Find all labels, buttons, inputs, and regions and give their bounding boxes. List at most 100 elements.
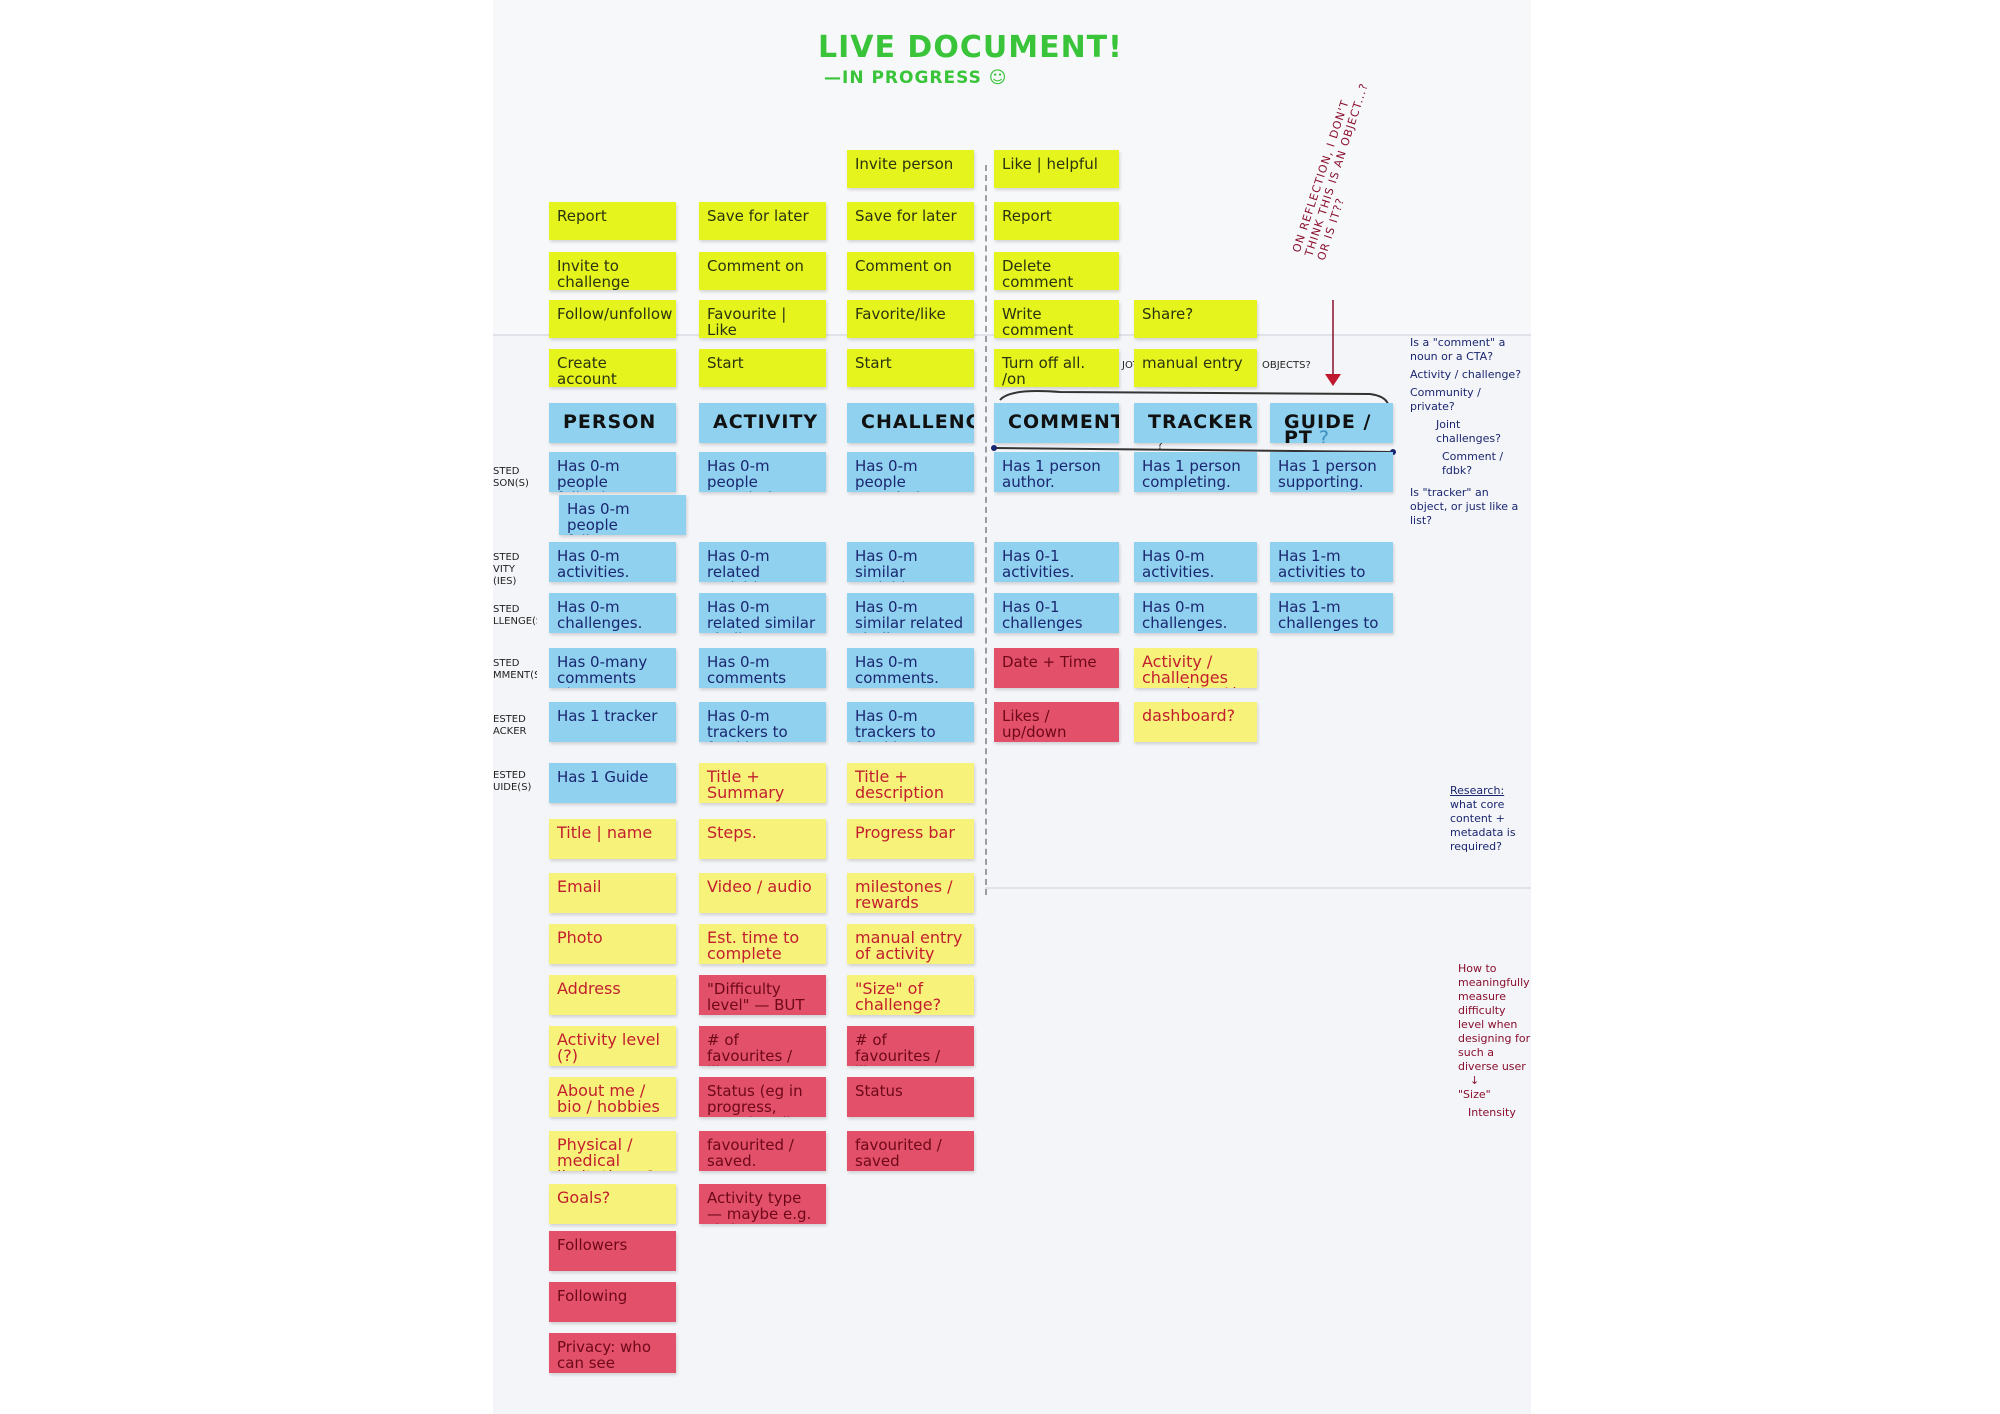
action-note: Comment on [847,252,974,290]
behind-note-fragment: JOT [1122,360,1139,371]
question: Is a "comment" a noun or a CTA? [1410,336,1506,363]
action-note: Report [549,202,676,240]
relation-question: ? [1157,438,1164,452]
row-label: STED VITY (IES) [493,552,520,587]
action-note: Share? [1134,300,1257,338]
column-header-label: ACTIVITY [713,411,819,433]
attribute-note: Steps. [699,819,826,859]
questions-list: Is a "comment" a noun or a CTA? Activity… [1410,336,1528,528]
row-label: ESTED UIDE(S) [493,770,532,793]
relationship-note: Has 1 person completing. [1134,452,1257,492]
attribute-note: Followers [549,1231,676,1271]
attribute-note: favourited / saved. [699,1131,826,1171]
attribute-note: manual entry of activity [847,924,974,964]
relationship-note: Has 0-m activities. [1134,542,1257,582]
action-note: Favorite/like [847,300,974,338]
attribute-note: Video / audio [699,873,826,913]
question: Community / private? [1410,386,1481,413]
relationship-note: Has 0-1 challenges [994,593,1119,633]
research-body: what core content + metadata is required… [1450,798,1516,853]
attribute-note: "Difficulty level" — BUT THINK WHAT THIS… [699,975,826,1015]
action-note: Invite person [847,150,974,188]
attribute-note: favourited / saved [847,1131,974,1171]
question: Activity / challenge? [1410,368,1522,381]
relationship-note: Has 0-m comments. [847,648,974,688]
row-label: STED LLENGE(S) [493,604,537,627]
question: Joint challenges? [1436,418,1501,445]
column-header-label: PERSON [563,411,657,433]
relationship-note: Has 0-m challenges. [1134,593,1257,633]
column-divider [985,165,987,895]
column-header-label: COMMENT [1008,411,1119,433]
difficulty-alt: Intensity [1468,1106,1516,1119]
attribute-note: Address [549,975,676,1015]
relationship-note: Has 0-m trackers to feed into. [699,702,826,742]
attribute-note: Physical / medical limitations ? [549,1131,676,1171]
relationship-note: Has 0-m challenges. [549,593,676,633]
relationship-note: Has 0-m people followers. [559,495,686,535]
question: Is "tracker" an object, or just like a l… [1410,486,1519,527]
attribute-note: Title | name [549,819,676,859]
action-note: Start [699,349,826,387]
attribute-note: Following [549,1282,676,1322]
action-note: Save for later [847,202,974,240]
attribute-note: Status (eg in progress, completed) [699,1077,826,1117]
attribute-note: # of favourites / likes [699,1026,826,1066]
action-note: Delete comment [994,252,1119,290]
action-note: Report [994,202,1119,240]
column-header: TRACKER? [1134,403,1257,443]
attribute-note: Likes / up/down votes [994,702,1119,742]
attribute-note: Status [847,1077,974,1117]
column-header-label: GUIDE / PT [1284,411,1372,444]
attribute-note: Date + Time [994,648,1119,688]
arrow-head-icon [1325,374,1341,386]
difficulty-note: How to meaningfully measure difficulty l… [1458,962,1532,1120]
attribute-note: Email [549,873,676,913]
attribute-note: Privacy: who can see account. [549,1333,676,1373]
relationship-note: Has 1 Guide [549,763,676,803]
relationship-note: Has 0-m related activities. [699,542,826,582]
row-label: STED MMENT(S) [493,658,537,681]
attribute-note: Progress bar [847,819,974,859]
column-header: GUIDE / PT? [1270,403,1393,443]
column-header: CHALLENGE [847,403,974,443]
behind-note-fragment: OBJECTS? [1262,360,1311,371]
column-header: COMMENT [994,403,1119,443]
header-question: ? [1318,427,1330,444]
difficulty-result: "Size" [1458,1088,1491,1101]
relationship-note: Has 1-m activities to suggest. [1270,542,1393,582]
relationship-note: Has 0-m people following. [549,452,676,492]
action-note: Write comment /edit [994,300,1119,338]
research-heading: Research: [1450,784,1505,797]
relationship-note: Has 0-m related similar challenges. [699,593,826,633]
attribute-note: Photo [549,924,676,964]
action-note: Follow/unfollow [549,300,676,338]
relationship-note: Has 1-m challenges to suggest. [1270,593,1393,633]
group-brace [999,390,1389,405]
action-note: Comment on [699,252,826,290]
action-note: Invite to challenge [549,252,676,290]
relation-line [993,447,1394,453]
relationship-note: Has 0-m people completing. [699,452,826,492]
action-note: Create account [549,349,676,387]
row-label: ESTED ACKER [493,714,527,737]
relationship-note: Has 0-m activities. [549,542,676,582]
difficulty-body: How to meaningfully measure difficulty l… [1458,962,1531,1073]
relationship-note: Has 1 person author. [994,452,1119,492]
action-note: Turn off all. /on [994,349,1119,387]
relationship-note: Has 0-m trackers to feed into. [847,702,974,742]
relationship-note: Has 0-m similar activities. [847,542,974,582]
column-header-label: CHALLENGE [861,411,974,433]
relationship-note: Has 0-m similar related challenges. [847,593,974,633]
attribute-note: Title + Summary [699,763,826,803]
relationship-note: Has 0-1 activities. [994,542,1119,582]
relationship-note: Has 0-m comments [699,648,826,688]
relationship-note: Has 0-m people completing. [847,452,974,492]
action-note: manual entry [1134,349,1257,387]
attribute-note: dashboard? [1134,702,1257,742]
question: Comment / fdbk? [1442,450,1504,477]
action-note: Start [847,349,974,387]
paper-seam [985,887,1531,889]
